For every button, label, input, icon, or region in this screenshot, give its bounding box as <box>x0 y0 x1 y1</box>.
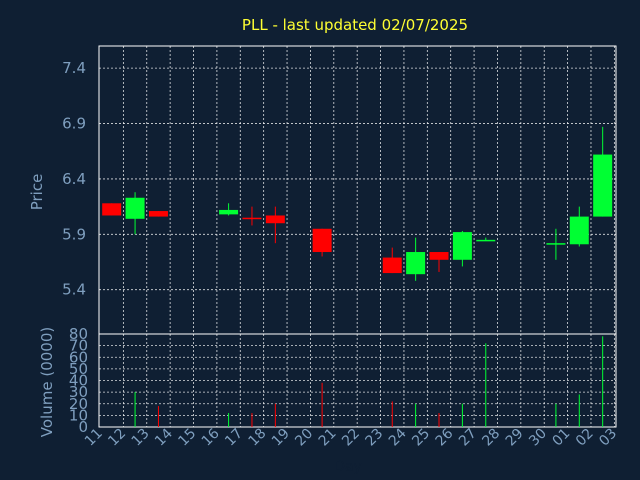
candle-body <box>429 252 449 260</box>
candle <box>242 206 262 226</box>
x-axis-label: Day <box>334 459 362 475</box>
candle-body <box>125 197 145 219</box>
candle <box>312 228 332 257</box>
candle <box>406 237 426 281</box>
volume-tick-label: 10 <box>69 406 88 424</box>
x-tick-label: 14 <box>152 425 176 449</box>
candle-body <box>219 209 239 215</box>
x-tick-label: 03 <box>596 426 620 450</box>
candle-body <box>148 211 168 217</box>
volume-tick-label: 80 <box>69 325 88 343</box>
x-tick-label: 12 <box>105 426 129 450</box>
candle-body <box>406 252 426 275</box>
x-tick-label: 02 <box>573 426 597 450</box>
x-tick-label: 17 <box>222 426 246 450</box>
volume-tick-label: 60 <box>69 348 88 366</box>
candle <box>125 192 145 235</box>
candle <box>219 203 239 216</box>
x-tick-label: 21 <box>316 426 340 450</box>
candle-body <box>312 228 332 253</box>
x-tick-label: 20 <box>292 426 316 450</box>
price-tick-label: 5.4 <box>62 281 86 299</box>
candle <box>476 237 496 242</box>
candle-body <box>242 217 262 220</box>
x-ticks: 11 12 13 14 15 16 17 18 19 20 21 22 23 24 25 26 27 28 29 30… <box>82 425 620 449</box>
chart-title: PLL - last updated 02/07/2025 <box>242 16 468 34</box>
x-tick-label: 28 <box>479 426 503 450</box>
candle-body <box>265 215 285 224</box>
candle <box>265 206 285 244</box>
candle <box>429 252 449 272</box>
candles <box>102 126 613 281</box>
candle <box>382 247 402 274</box>
candle <box>569 206 589 247</box>
x-tick-label: 24 <box>386 425 410 449</box>
x-tick-label: 01 <box>550 426 574 450</box>
candle <box>148 211 168 217</box>
x-tick-label: 30 <box>526 426 550 450</box>
candle-body <box>102 203 122 216</box>
candle <box>593 126 613 217</box>
candle <box>452 230 472 267</box>
price-axis-label: Price <box>28 174 46 211</box>
candle-body <box>569 216 589 245</box>
volume-tick-label: 40 <box>69 372 88 390</box>
candle-body <box>452 232 472 260</box>
price-panel: 5.4 5.9 6.4 6.9 7.4 Price <box>28 45 617 335</box>
price-tick-label: 7.4 <box>62 59 86 77</box>
candle-body <box>476 239 496 242</box>
x-tick-label: 27 <box>456 426 480 450</box>
volume-grid <box>99 334 616 427</box>
price-grid <box>99 46 616 334</box>
x-tick-label: 23 <box>362 426 386 450</box>
volume-bars <box>134 336 604 427</box>
x-tick-label: 16 <box>199 425 223 449</box>
candle-body <box>593 154 613 217</box>
price-tick-label: 6.9 <box>62 115 86 133</box>
candle-body <box>382 257 402 274</box>
price-tick-label: 6.4 <box>62 170 86 188</box>
x-tick-label: 26 <box>433 425 457 449</box>
volume-axis-label: Volume (0000) <box>38 327 56 437</box>
candle <box>546 228 566 260</box>
x-tick-label: 25 <box>409 426 433 450</box>
x-tick-label: 15 <box>175 426 199 450</box>
x-tick-label: 22 <box>339 426 363 450</box>
x-tick-label: 18 <box>246 426 270 450</box>
candle-body <box>546 243 566 245</box>
price-y-ticks: 5.4 5.9 6.4 6.9 7.4 <box>62 59 86 299</box>
volume-tick-label: 0 <box>78 418 88 436</box>
x-tick-label: 29 <box>503 426 527 450</box>
volume-tick-label: 30 <box>69 383 88 401</box>
volume-tick-label: 70 <box>69 337 88 355</box>
candle <box>102 203 122 216</box>
x-tick-label: 19 <box>269 426 293 450</box>
volume-tick-label: 20 <box>69 395 88 413</box>
price-tick-label: 5.9 <box>62 225 86 243</box>
volume-tick-label: 50 <box>69 360 88 378</box>
x-tick-label: 13 <box>129 426 153 450</box>
